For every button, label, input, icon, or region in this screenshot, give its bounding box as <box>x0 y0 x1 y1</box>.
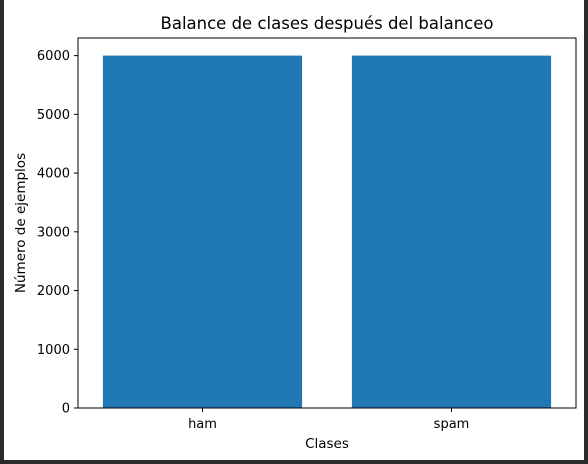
y-tick-label: 0 <box>62 402 70 417</box>
y-axis: 0 1000 2000 3000 4000 5000 6000 <box>37 49 78 417</box>
y-tick-label: 5000 <box>37 108 70 123</box>
bar-ham <box>102 55 303 408</box>
x-axis: ham spam <box>188 408 469 432</box>
bars-group <box>102 55 552 408</box>
x-axis-label: Clases <box>305 436 349 452</box>
x-tick-label-spam: spam <box>434 417 470 432</box>
y-tick-label: 1000 <box>37 343 70 358</box>
y-tick-label: 6000 <box>37 49 70 64</box>
y-tick-label: 2000 <box>37 284 70 299</box>
y-axis-label: Número de ejemplos <box>13 153 29 293</box>
bar-spam <box>351 55 552 408</box>
plot-area-frame <box>77 37 577 409</box>
y-tick-label: 3000 <box>37 225 70 240</box>
x-tick-label-ham: ham <box>188 417 217 432</box>
chart-title: Balance de clases después del balanceo <box>161 14 494 33</box>
y-tick-label: 4000 <box>37 167 70 182</box>
